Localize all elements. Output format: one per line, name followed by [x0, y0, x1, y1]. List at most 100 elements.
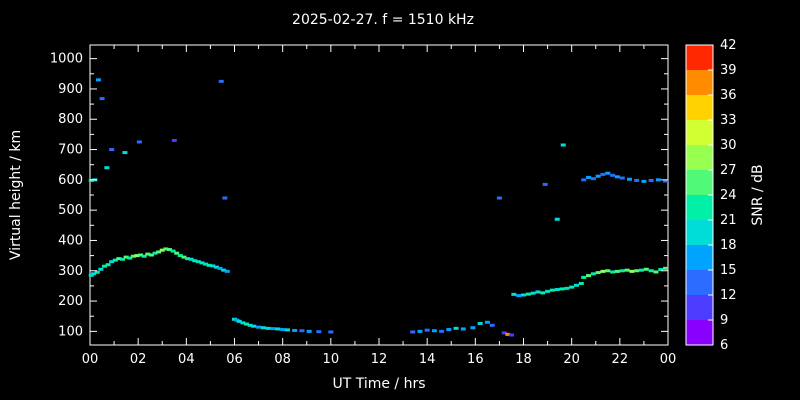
data-point: [218, 79, 224, 83]
data-point: [559, 287, 565, 291]
x-tick-label: 20: [563, 352, 580, 367]
data-point: [619, 269, 625, 273]
data-point: [105, 263, 111, 267]
data-point: [600, 172, 606, 176]
data-point: [213, 265, 219, 269]
x-tick-label: 08: [274, 352, 291, 367]
data-point: [316, 330, 322, 334]
data-point: [540, 291, 546, 295]
y-tick-label: 300: [58, 264, 83, 279]
data-point: [148, 253, 154, 257]
plot-border: [89, 44, 669, 346]
x-tick-label: 14: [419, 352, 436, 367]
data-point: [431, 329, 437, 333]
colorbar-band: [686, 120, 713, 145]
data-point: [581, 275, 587, 279]
data-point: [614, 269, 620, 273]
data-point: [641, 179, 647, 183]
colorbar-tick-label: 18: [720, 238, 737, 253]
data-point: [643, 267, 649, 271]
colorbar-band: [686, 295, 713, 320]
data-point: [535, 290, 541, 294]
y-tick-label: 400: [58, 233, 83, 248]
data-point: [99, 97, 105, 101]
data-point: [634, 269, 640, 273]
data-point: [130, 254, 136, 258]
data-point: [663, 266, 669, 270]
data-point: [525, 292, 531, 296]
colorbar-band: [686, 170, 713, 195]
data-point: [564, 286, 570, 290]
colorbar-band: [686, 320, 713, 345]
data-point: [134, 254, 140, 258]
data-point: [554, 288, 560, 292]
colorbar-tick-label: 39: [720, 63, 737, 78]
data-point: [530, 291, 536, 295]
y-tick-label: 200: [58, 294, 83, 309]
data-point: [648, 269, 654, 273]
colorbar-tick-label: 9: [720, 313, 728, 328]
data-point: [98, 267, 104, 271]
data-point: [236, 319, 242, 323]
colorbar-band: [686, 270, 713, 295]
data-point: [590, 177, 596, 181]
data-point: [658, 268, 664, 272]
data-point: [192, 259, 198, 263]
colorbar-band: [686, 195, 713, 220]
data-point: [610, 270, 616, 274]
x-tick-label: 10: [323, 352, 340, 367]
data-point: [127, 256, 133, 260]
data-point: [170, 249, 176, 253]
data-point: [516, 294, 522, 298]
data-point: [112, 258, 118, 262]
y-axis-label: Virtual height / km: [8, 130, 24, 260]
data-point: [188, 257, 194, 261]
data-point: [578, 281, 584, 285]
data-point: [542, 182, 548, 186]
data-point: [199, 261, 205, 265]
colorbar-band: [686, 70, 713, 95]
y-tick-label: 100: [58, 324, 83, 339]
y-tick-label: 800: [58, 112, 83, 127]
colorbar: 6 9 12 15 18 21 24 27 30 33 36 39 42: [685, 38, 737, 353]
colorbar-tick-label: 12: [720, 288, 737, 303]
data-point: [244, 322, 250, 326]
data-point: [174, 251, 180, 255]
colorbar-band: [686, 245, 713, 270]
data-point: [284, 328, 290, 332]
colorbar-band: [686, 220, 713, 245]
x-tick-label: 22: [612, 352, 629, 367]
data-point: [152, 251, 158, 255]
data-point: [260, 326, 266, 330]
x-tick-label: 12: [371, 352, 388, 367]
data-point: [521, 293, 526, 297]
data-point: [511, 292, 517, 296]
data-point: [629, 269, 635, 273]
data-point: [634, 178, 640, 182]
data-point: [439, 329, 445, 333]
data-point: [648, 178, 654, 182]
colorbar-band: [686, 95, 713, 120]
x-tick-label: 02: [130, 352, 147, 367]
x-tick-label: 06: [226, 352, 243, 367]
y-tick-label: 600: [58, 173, 83, 188]
data-point: [122, 151, 128, 155]
colorbar-tick-label: 30: [720, 138, 737, 153]
data-point: [270, 327, 276, 331]
data-point: [116, 257, 122, 261]
data-point: [508, 333, 514, 337]
y-tick-label: 900: [58, 82, 83, 97]
data-point: [595, 174, 601, 178]
data-point: [275, 327, 281, 331]
colorbar-band: [686, 45, 713, 70]
data-point: [663, 179, 669, 183]
data-point: [171, 138, 177, 142]
data-point: [141, 254, 147, 258]
data-point: [549, 288, 555, 292]
data-point: [280, 328, 286, 332]
data-point: [410, 330, 416, 334]
data-point: [88, 273, 94, 277]
data-point: [195, 260, 201, 264]
data-point: [185, 257, 191, 261]
